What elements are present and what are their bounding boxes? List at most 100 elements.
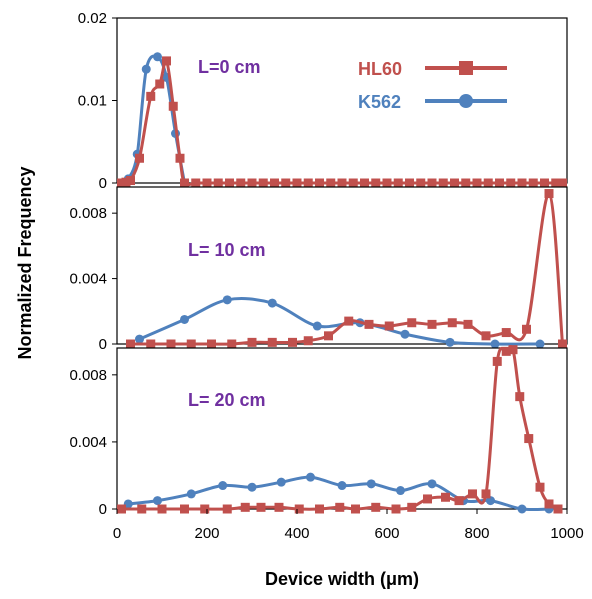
data-point-hl60 (126, 176, 135, 186)
data-point-hl60 (191, 178, 201, 188)
data-point-hl60 (137, 504, 147, 514)
data-point-k562 (396, 486, 405, 496)
data-point-hl60 (535, 482, 545, 492)
data-point-k562 (218, 481, 228, 491)
data-point-k562 (276, 477, 286, 487)
data-point-hl60 (180, 178, 189, 188)
data-point-hl60 (427, 319, 437, 329)
data-point-hl60 (371, 178, 381, 188)
data-point-hl60 (202, 178, 212, 188)
panel-label: L= 20 cm (188, 390, 266, 410)
data-point-hl60 (292, 178, 302, 188)
data-point-hl60 (207, 339, 216, 349)
data-point-hl60 (270, 178, 279, 188)
data-point-hl60 (135, 153, 144, 163)
data-point-hl60 (495, 178, 504, 188)
data-point-hl60 (427, 178, 437, 188)
data-point-hl60 (483, 178, 493, 188)
data-point-k562 (267, 298, 277, 308)
data-point-hl60 (522, 324, 531, 334)
data-point-hl60 (463, 319, 473, 329)
data-point-hl60 (416, 178, 426, 188)
data-point-hl60 (481, 489, 491, 499)
data-point-k562 (222, 295, 232, 305)
data-point-hl60 (407, 318, 417, 328)
data-point-hl60 (407, 502, 417, 512)
data-point-hl60 (168, 101, 178, 111)
series-line-k562 (138, 297, 541, 346)
data-point-hl60 (371, 502, 381, 512)
data-point-hl60 (551, 178, 561, 188)
data-point-hl60 (544, 189, 554, 199)
y-tick-label: 0.02 (78, 10, 107, 27)
data-point-hl60 (540, 178, 549, 188)
data-point-hl60 (423, 494, 432, 504)
data-point-hl60 (126, 339, 135, 349)
series-line-hl60 (121, 59, 563, 187)
data-point-hl60 (348, 178, 358, 188)
data-point-k562 (535, 339, 545, 349)
data-point-hl60 (162, 56, 171, 66)
data-point-hl60 (391, 504, 401, 514)
data-point-hl60 (326, 178, 336, 188)
data-point-hl60 (393, 178, 403, 188)
data-point-k562 (153, 52, 162, 62)
data-point-k562 (366, 479, 376, 489)
data-point-hl60 (227, 339, 237, 349)
data-point-hl60 (315, 178, 324, 188)
data-point-hl60 (200, 504, 210, 514)
y-tick-label: 0 (99, 336, 107, 353)
data-point-k562 (400, 329, 410, 339)
data-point-hl60 (351, 504, 360, 514)
panel-label: L= 10 cm (188, 240, 266, 260)
data-point-hl60 (492, 356, 502, 366)
data-point-hl60 (240, 502, 250, 512)
data-point-hl60 (461, 178, 471, 188)
y-tick-label: 0.008 (69, 367, 107, 384)
data-point-hl60 (515, 392, 525, 402)
data-point-k562 (135, 334, 144, 344)
data-point-hl60 (344, 316, 354, 326)
x-tick-label: 1000 (550, 525, 583, 542)
data-point-hl60 (166, 339, 176, 349)
data-point-hl60 (288, 337, 297, 347)
data-point-hl60 (454, 496, 464, 506)
data-point-hl60 (247, 178, 257, 188)
data-point-hl60 (146, 339, 156, 349)
data-point-hl60 (274, 502, 284, 512)
data-point-hl60 (508, 345, 518, 355)
data-point-hl60 (225, 178, 234, 188)
data-point-hl60 (438, 178, 448, 188)
data-point-hl60 (506, 178, 516, 188)
data-point-hl60 (447, 318, 457, 328)
y-tick-label: 0.008 (69, 205, 107, 222)
data-point-hl60 (528, 178, 538, 188)
data-point-hl60 (544, 499, 554, 509)
data-point-hl60 (472, 178, 482, 188)
data-point-hl60 (186, 339, 196, 349)
data-point-k562 (153, 496, 162, 506)
data-point-hl60 (315, 504, 324, 514)
data-point-hl60 (524, 434, 534, 444)
data-point-hl60 (382, 178, 392, 188)
data-point-hl60 (558, 339, 567, 349)
data-point-hl60 (213, 178, 223, 188)
data-point-hl60 (303, 178, 313, 188)
data-point-k562 (247, 482, 257, 492)
data-point-k562 (490, 339, 500, 349)
legend-marker-hl60 (459, 61, 473, 75)
x-tick-label: 800 (464, 525, 489, 542)
data-point-k562 (445, 337, 455, 347)
data-point-hl60 (335, 502, 345, 512)
data-point-hl60 (117, 504, 126, 514)
x-tick-label: 600 (374, 525, 399, 542)
panel-label: L=0 cm (198, 57, 261, 77)
data-point-hl60 (384, 321, 394, 331)
data-point-k562 (141, 64, 151, 74)
data-point-hl60 (337, 178, 347, 188)
legend-marker-k562 (459, 94, 473, 108)
x-axis-title: Device width (μm) (265, 569, 419, 589)
data-point-hl60 (247, 337, 257, 347)
